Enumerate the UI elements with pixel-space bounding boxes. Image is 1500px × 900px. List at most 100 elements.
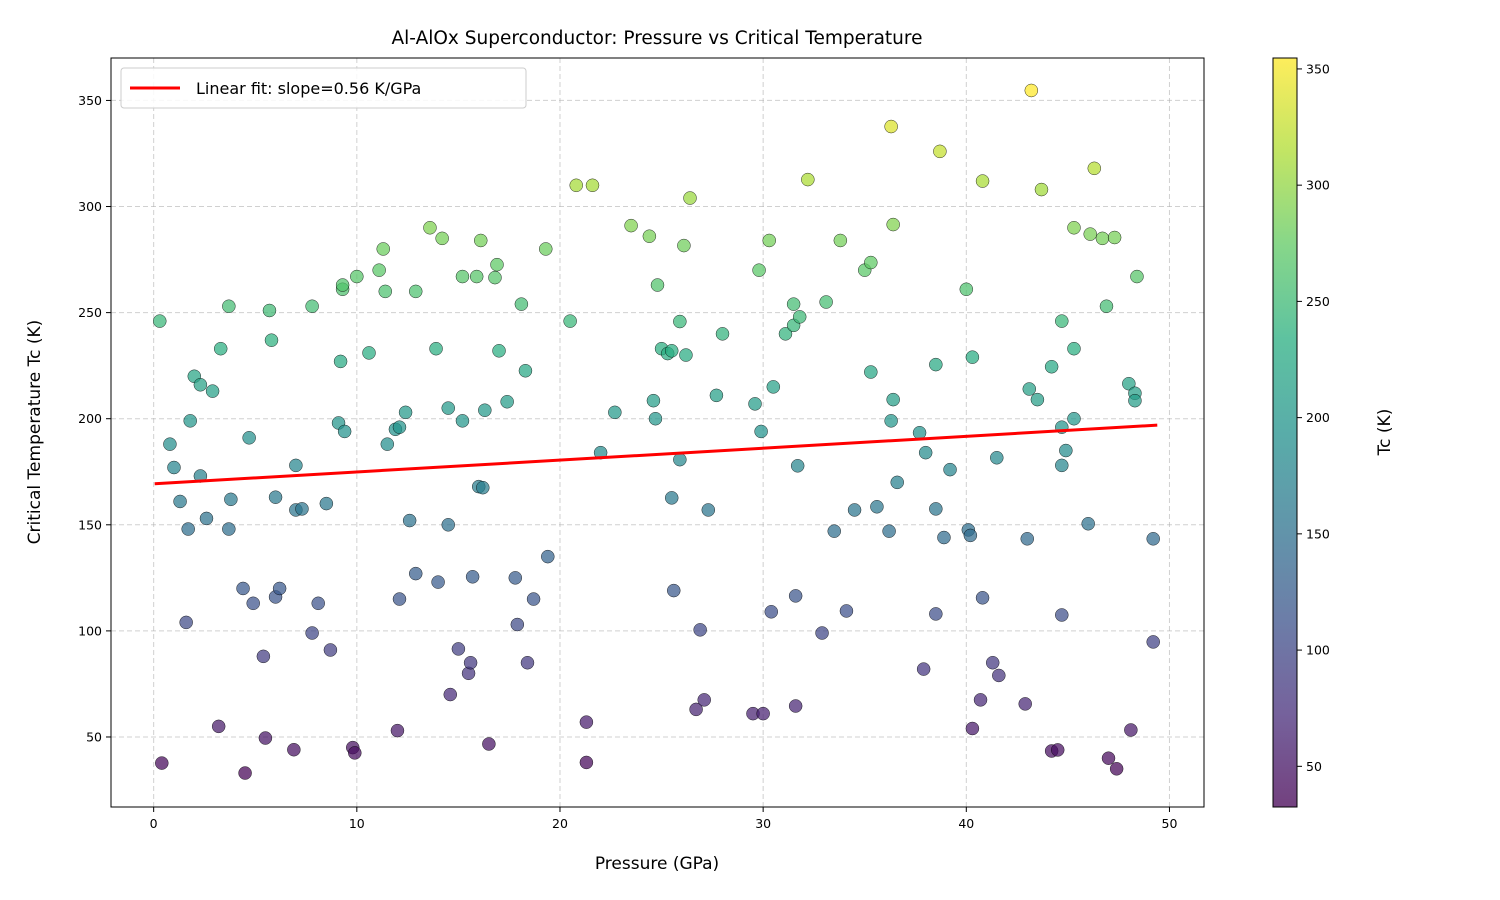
data-point [476,480,490,495]
colorbar-tick-label: 150 [1306,526,1330,541]
data-point [929,607,943,621]
data-point [778,327,793,341]
data-point [886,217,900,232]
data-point [697,693,711,707]
data-point [1130,269,1144,284]
data-point [1055,608,1069,622]
data-point [788,589,803,603]
data-point [1067,341,1081,356]
legend: Linear fit: slope=0.56 K/GPa [120,67,527,109]
data-point [579,755,594,770]
data-point [963,528,978,543]
data-point [673,314,687,329]
data-point [569,178,583,193]
colorbar-tick-label: 200 [1306,410,1330,425]
data-point [398,405,413,420]
data-point [431,575,445,589]
data-point [648,411,663,426]
data-point [646,393,661,408]
y-tick-label: 350 [78,93,102,108]
data-point [443,687,458,702]
data-point [864,255,878,270]
data-point [337,424,352,439]
data-point [918,445,933,460]
data-point [975,591,990,605]
colorbar-gradient [1272,57,1298,808]
data-point [295,502,309,516]
colorbar-tick-label: 350 [1306,61,1330,76]
data-point [756,706,770,721]
data-point [933,144,947,159]
data-point [1034,182,1049,197]
data-point [333,354,348,369]
data-point [242,431,256,445]
data-point [268,490,283,504]
data-point [1044,359,1059,374]
data-point [864,365,878,379]
data-point [500,394,514,409]
data-point [482,737,496,751]
data-point [916,662,931,676]
data-point [563,314,577,328]
data-point [1128,393,1142,408]
data-point [222,299,236,314]
data-point [224,492,238,507]
data-point [179,615,193,630]
data-point [238,766,252,780]
data-point [870,500,884,514]
data-point [912,425,927,440]
data-point [372,263,386,277]
legend-fit-label: Linear fit: slope=0.56 K/GPa [196,79,421,98]
data-point [792,310,807,324]
data-point [959,282,974,297]
data-point [258,731,273,745]
y-tick-label: 250 [78,305,102,320]
data-point [847,503,862,517]
data-point [478,403,492,417]
colorbar-tick-label: 300 [1306,178,1330,193]
data-point [882,524,896,538]
data-point [1099,299,1114,314]
data-point [350,269,364,284]
data-point [1095,231,1110,246]
fit-line-group [154,423,1158,486]
data-point [929,502,943,516]
data-point [1124,723,1138,737]
data-point [701,503,716,517]
data-point [943,462,957,477]
data-point [973,693,988,707]
data-point [1081,516,1095,531]
data-point [766,380,781,394]
data-point [1024,83,1039,98]
data-point [975,174,990,188]
data-point [323,643,338,657]
data-point [492,344,506,358]
data-point [181,522,195,536]
data-point [474,233,488,248]
data-point [465,570,480,584]
data-point [1067,220,1081,235]
data-point [1083,227,1097,241]
data-point [1107,230,1122,245]
data-point [402,513,417,528]
data-point [815,626,829,640]
data-point [608,405,622,420]
x-tick-label: 30 [755,816,771,831]
colorbar: 50 100 150 200 250 300 350 Tc (K) [1272,57,1395,808]
y-ticks: 50 100 150 200 250 300 350 [78,93,111,744]
data-point [1055,314,1069,328]
data-point [455,414,470,428]
colorbar-tick-label: 250 [1306,294,1330,309]
data-point [256,649,271,664]
colorbar-tick-label: 50 [1306,759,1322,774]
plot-frame [110,57,1205,808]
data-point [992,668,1006,683]
data-point [673,452,687,467]
data-point [833,233,848,248]
x-tick-label: 50 [1162,816,1178,831]
data-point [985,655,1000,670]
data-point [488,270,502,285]
x-axis-label: Pressure (GPa) [595,854,719,874]
data-point [1146,532,1160,546]
